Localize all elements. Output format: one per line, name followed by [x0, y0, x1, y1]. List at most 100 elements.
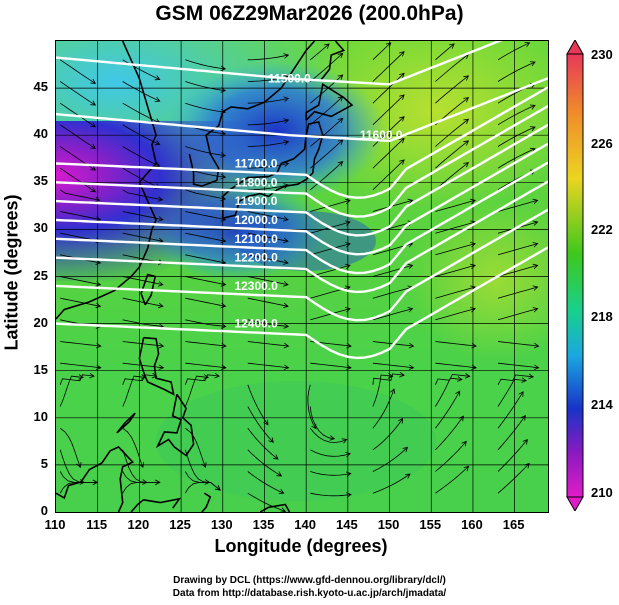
streamline	[122, 427, 144, 468]
coastline	[320, 41, 346, 81]
streamline	[185, 319, 226, 327]
streamline	[59, 471, 98, 483]
streamline	[185, 254, 226, 264]
streamline	[310, 308, 351, 321]
streamline-arrowhead	[471, 342, 477, 349]
coastline	[138, 336, 175, 396]
x-tick-label: 110	[44, 517, 66, 532]
streamline-arrowhead	[138, 462, 144, 468]
streamline-arrowhead	[90, 78, 97, 84]
height-contour	[56, 180, 548, 294]
streamline-arrowhead	[471, 364, 477, 370]
streamline-arrowhead	[95, 302, 102, 309]
streamline	[497, 374, 534, 385]
streamline-arrowhead	[407, 198, 414, 205]
streamline	[435, 53, 469, 82]
streamline-arrowhead	[520, 414, 526, 421]
height-contour	[56, 105, 548, 218]
streamline-arrowhead	[532, 242, 539, 248]
streamline-arrowhead	[154, 75, 161, 81]
streamline-arrowhead	[399, 159, 405, 165]
streamline-arrowhead	[345, 285, 351, 291]
y-tick-label: 25	[33, 267, 48, 283]
streamline-arrowhead	[385, 42, 392, 48]
streamline	[435, 308, 476, 321]
streamline-arrowhead	[528, 373, 535, 380]
streamline-arrowhead	[464, 373, 471, 379]
streamline	[185, 341, 226, 347]
streamline	[310, 74, 343, 104]
x-tick-label: 165	[502, 517, 525, 532]
streamline	[247, 406, 274, 443]
streamline	[372, 138, 405, 169]
streamline-arrowhead	[337, 74, 344, 80]
streamline	[435, 264, 476, 277]
streamline-arrowhead	[463, 465, 470, 472]
y-tick-label: 20	[33, 314, 48, 330]
streamline-arrowhead	[220, 323, 227, 329]
streamline-arrowhead	[89, 372, 95, 379]
contour-label: 12400.0	[234, 317, 278, 331]
streamline-arrowhead	[524, 42, 531, 48]
streamline-arrowhead	[283, 216, 289, 222]
streamline-arrowhead	[79, 479, 86, 485]
streamline	[60, 341, 101, 347]
streamline-arrowhead	[154, 96, 161, 102]
height-contour	[56, 123, 548, 237]
streamline	[59, 189, 100, 201]
streamline	[372, 418, 404, 451]
streamline	[185, 362, 226, 369]
streamline-arrowhead	[220, 237, 227, 244]
x-tick-label: 160	[461, 517, 483, 532]
streamline	[60, 276, 101, 286]
streamline	[435, 162, 469, 191]
streamline-arrowhead	[524, 462, 530, 469]
coastline	[56, 41, 157, 320]
streamline-arrowhead	[221, 342, 227, 349]
streamline	[122, 319, 164, 327]
streamline-arrowhead	[337, 117, 344, 124]
colorbar-label: 222	[591, 222, 613, 237]
streamline-arrowhead	[529, 61, 536, 67]
streamline	[59, 167, 96, 193]
streamline	[60, 362, 101, 369]
streamline-arrowhead	[283, 364, 290, 370]
height-contour	[56, 142, 548, 256]
streamline-arrowhead	[220, 108, 227, 115]
streamline-arrowhead	[95, 281, 102, 287]
y-axis-label: Latitude (degrees)	[1, 194, 22, 351]
streamline-arrowhead	[399, 116, 405, 122]
streamline	[122, 232, 163, 242]
credit-data: Data from http://database.rish.kyoto-u.a…	[172, 588, 447, 599]
streamline	[122, 189, 163, 201]
streamline	[497, 148, 536, 169]
x-tick-label: 155	[419, 517, 442, 532]
coastline	[116, 412, 136, 434]
streamline-arrowhead	[283, 96, 290, 102]
streamline-arrowhead	[402, 446, 409, 453]
streamline	[185, 102, 226, 113]
y-tick-label: 35	[33, 173, 48, 189]
streamline	[497, 61, 536, 82]
streamline	[59, 59, 96, 84]
streamline	[497, 378, 527, 407]
streamline	[122, 375, 146, 407]
streamline-arrowhead	[263, 419, 269, 426]
streamline-arrowhead	[220, 173, 227, 180]
streamline	[247, 54, 289, 61]
height-contour	[56, 161, 548, 275]
streamline	[122, 362, 164, 369]
streamline	[247, 141, 289, 147]
streamline	[497, 463, 530, 494]
contour-labels: 11500.0 11600.0 11700.0 11800.0 11900.0 12000…	[234, 72, 402, 331]
chart-title: GSM 06Z29Mar2026 (200.0hPa)	[155, 2, 464, 25]
streamline-arrowhead	[518, 391, 524, 397]
y-tick-label: 0	[40, 503, 48, 518]
streamline	[247, 119, 289, 126]
streamline	[435, 221, 476, 234]
streamline	[497, 105, 536, 126]
coastline	[155, 393, 195, 457]
streamline	[247, 471, 284, 494]
x-tick-label: 150	[377, 517, 400, 532]
contour-label: 11500.0	[268, 72, 311, 86]
